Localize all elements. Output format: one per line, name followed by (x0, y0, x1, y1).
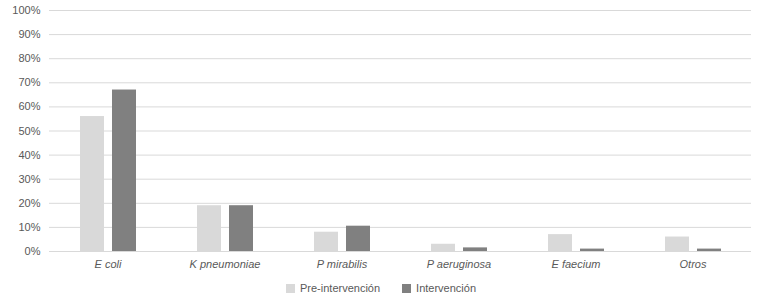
svg-text:30%: 30% (18, 173, 40, 185)
svg-text:80%: 80% (18, 52, 40, 64)
svg-text:E coli: E coli (95, 258, 122, 270)
html-text:Intervención: Intervención (416, 282, 476, 294)
svg-text:60%: 60% (18, 100, 40, 112)
svg-text:P aeruginosa: P aeruginosa (427, 258, 491, 270)
svg-text:10%: 10% (18, 221, 40, 233)
svg-text:Otros: Otros (680, 258, 707, 270)
html-text:Pre-intervención: Pre-intervención (300, 282, 381, 294)
svg-text:100%: 100% (12, 4, 40, 16)
svg-text:90%: 90% (18, 28, 40, 40)
svg-text:70%: 70% (18, 76, 40, 88)
svg-text:0%: 0% (25, 245, 41, 257)
svg-text:40%: 40% (18, 149, 40, 161)
svg-text:K pneumoniae: K pneumoniae (190, 258, 261, 270)
svg-text:50%: 50% (18, 125, 40, 137)
svg-text:E faecium: E faecium (552, 258, 601, 270)
svg-text:20%: 20% (18, 197, 40, 209)
svg-text:P mirabilis: P mirabilis (317, 258, 368, 270)
